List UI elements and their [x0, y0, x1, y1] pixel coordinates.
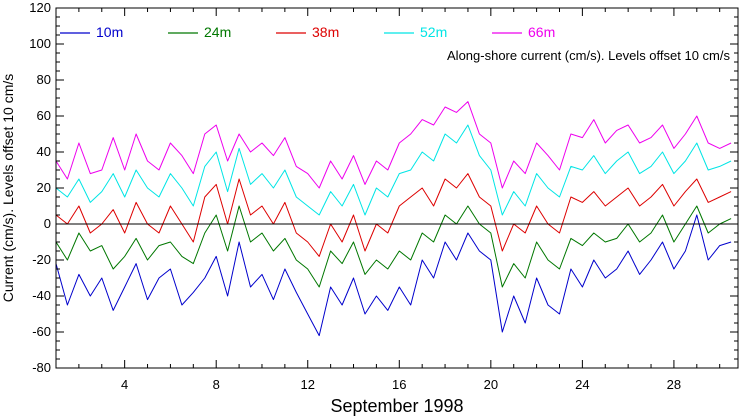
y-tick-label: -60 [32, 324, 51, 339]
chart-annotation: Along-shore current (cm/s). Levels offse… [447, 48, 730, 63]
legend: 10m 24m 38m 52m 66m [60, 24, 555, 40]
series-line-38m [55, 173, 732, 257]
x-tick-label: 28 [667, 377, 681, 392]
y-tick-label: -40 [32, 288, 51, 303]
y-tick-label: 100 [29, 36, 51, 51]
series-line-10m [55, 214, 732, 337]
x-tick-label: 12 [301, 377, 315, 392]
series-line-52m [55, 124, 732, 216]
legend-label-52m: 52m [420, 24, 447, 40]
x-tick-label: 16 [392, 377, 406, 392]
legend-label-24m: 24m [204, 24, 231, 40]
series-layer [55, 101, 732, 337]
y-tick-label: 120 [29, 0, 51, 15]
y-tick-label: -20 [32, 252, 51, 267]
x-axis-label: September 1998 [330, 396, 463, 416]
legend-label-66m: 66m [528, 24, 555, 40]
y-tick-label: 0 [44, 216, 51, 231]
y-tick-label: 60 [37, 108, 51, 123]
ticks-layer: -80 -60 -40 -20 0 20 40 60 80 100 120 4 8 12 16 20 24 28 [29, 0, 738, 392]
y-tick-label: -80 [32, 360, 51, 375]
y-tick-label: 40 [37, 144, 51, 159]
x-tick-label: 20 [484, 377, 498, 392]
x-tick-label: 8 [213, 377, 220, 392]
x-tick-label: 4 [121, 377, 128, 392]
x-tick-label: 24 [575, 377, 589, 392]
y-tick-label: 20 [37, 180, 51, 195]
legend-label-10m: 10m [96, 24, 123, 40]
series-line-66m [55, 101, 732, 189]
y-axis-label: Current (cm/s). Levels offset 10 cm/s [0, 74, 16, 302]
y-tick-label: 80 [37, 72, 51, 87]
series-line-24m [55, 205, 732, 288]
legend-label-38m: 38m [312, 24, 339, 40]
